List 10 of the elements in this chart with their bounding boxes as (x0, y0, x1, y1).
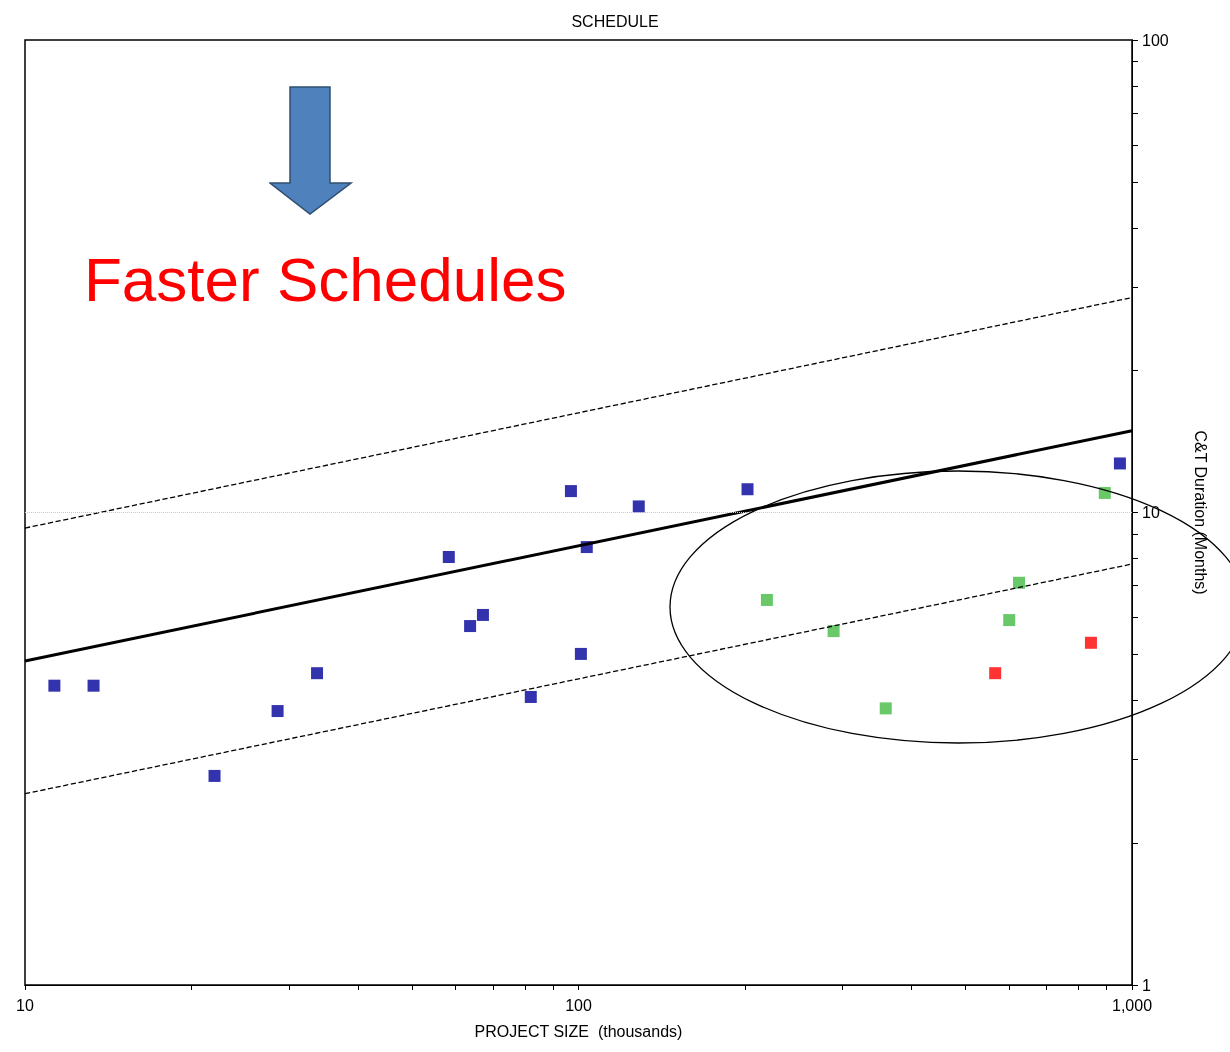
y-tick-label: 100 (1142, 31, 1169, 49)
y-axis-title: C&T Duration (Months) (1191, 430, 1209, 595)
y-tick-label: 1 (1142, 976, 1151, 994)
x-axis-title: PROJECT SIZE (thousands) (474, 1022, 683, 1040)
chart-title: SCHEDULE (571, 12, 659, 30)
x-tick-label: 10 (16, 996, 34, 1014)
x-tick-label: 100 (565, 996, 592, 1014)
x-tick-label: 1,000 (1111, 996, 1153, 1014)
annotation: Faster Schedules (84, 244, 567, 314)
y-tick-label: 10 (1142, 504, 1160, 521)
